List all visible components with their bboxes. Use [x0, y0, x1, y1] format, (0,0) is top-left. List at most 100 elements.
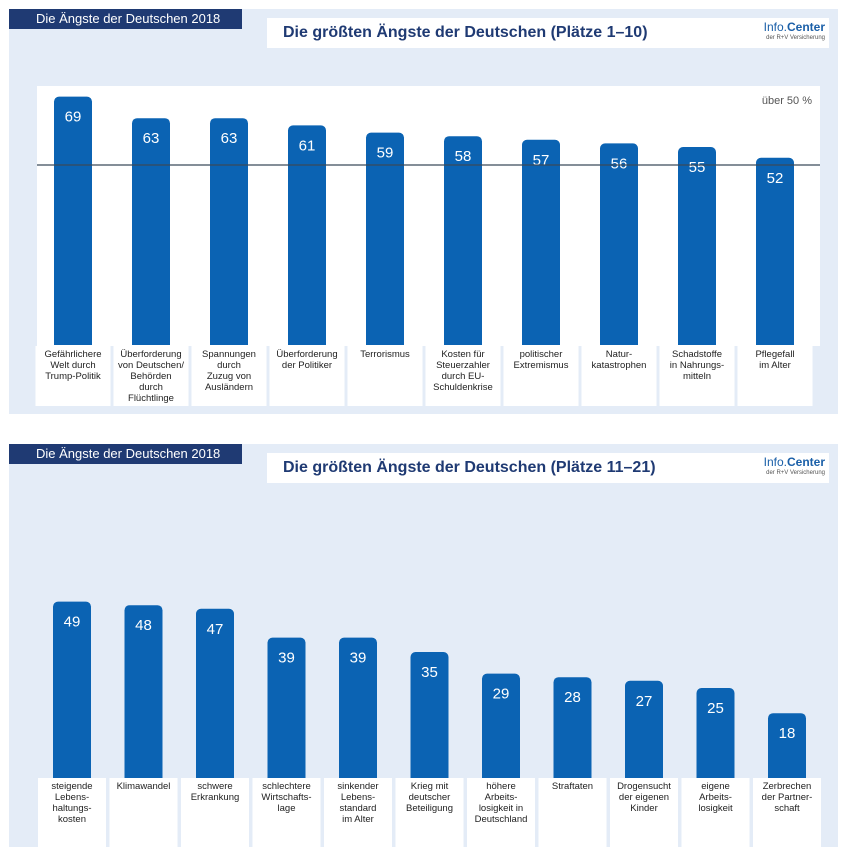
bar-base — [444, 339, 482, 345]
bar-value-label: 63 — [221, 130, 238, 147]
category-label-box — [753, 778, 821, 847]
bar-base — [756, 339, 794, 345]
reference-line-label: über 50 % — [762, 95, 812, 107]
bar — [339, 637, 377, 778]
category-label-box — [113, 346, 189, 406]
category-label-box — [659, 346, 735, 406]
category-label: Schadstoffe in Nahrungs-mitteln — [670, 349, 724, 382]
bar-base — [196, 772, 234, 778]
title-bar: Die größten Ängste der Deutschen (Plätze… — [267, 18, 829, 48]
category-label-box — [538, 778, 607, 847]
category-label: höhere Arbeits-losigkeit in Deutschland — [475, 781, 528, 825]
bar — [553, 677, 592, 778]
category-label: Überforderung von Deutschen/Behörden durch… — [118, 349, 184, 404]
category-label: Klimawandel — [117, 781, 171, 792]
bar — [210, 118, 248, 345]
bar-value-label: 47 — [207, 621, 224, 638]
bar-value-label: 25 — [707, 700, 724, 717]
bar-base — [625, 772, 663, 778]
bar — [196, 608, 234, 778]
bar-value-label: 49 — [64, 614, 81, 631]
brand-subtitle: der R+V Versicherung — [766, 470, 825, 476]
category-label-box — [35, 346, 111, 406]
bar-base — [54, 339, 92, 345]
category-label: schwere Erkrankung — [191, 781, 240, 803]
bar-base — [339, 772, 377, 778]
bar-base — [696, 772, 735, 778]
bar-base — [522, 339, 560, 345]
category-label: eigene Arbeits-losigkeit — [698, 781, 733, 814]
bar-value-label: 39 — [350, 650, 367, 667]
bar — [482, 673, 520, 778]
bar-value-label: 63 — [143, 130, 160, 147]
category-label: Drogensucht der eigenen Kinder — [617, 781, 671, 814]
brand-logo: Info.Center der R+V Versicherung — [764, 455, 825, 476]
bar — [768, 713, 806, 778]
category-label: Straftaten — [552, 781, 593, 792]
bar-base — [366, 339, 404, 345]
bar-value-label: 29 — [493, 686, 510, 703]
bar-value-label: 58 — [455, 148, 472, 165]
bar-base — [210, 339, 248, 345]
bar-value-label: 48 — [135, 617, 152, 634]
category-label-box — [610, 778, 678, 847]
category-label: Überforderung der Politiker — [276, 349, 337, 371]
bar-base — [482, 772, 520, 778]
bar-chart-1: Gefährlichere Welt durch Trump-Politik Über… — [35, 86, 820, 406]
bar — [522, 139, 560, 345]
bar-base — [267, 772, 306, 778]
category-label: steigende Lebens-haltungs-kosten — [51, 781, 92, 825]
bar — [132, 118, 170, 345]
bar — [54, 96, 92, 345]
category-label-box — [109, 778, 178, 847]
category-label-box — [191, 346, 267, 406]
bar — [444, 136, 482, 345]
category-label-box — [395, 778, 464, 847]
chart-panel-2: Die Ängste der Deutschen 2018 Die größte… — [9, 444, 838, 847]
brand-logo: Info.Center der R+V Versicherung — [764, 20, 825, 41]
category-label-box — [681, 778, 750, 847]
category-label: Spannungen durch Zuzug von Ausländern — [202, 349, 256, 393]
chart-panel-1: Die Ängste der Deutschen 2018 Die größte… — [9, 9, 838, 414]
category-label: Pflegefall im Alter — [755, 349, 794, 371]
bar-value-label: 56 — [611, 155, 628, 172]
bar-value-label: 61 — [299, 137, 316, 154]
category-label-box — [324, 778, 392, 847]
bar-value-label: 35 — [421, 664, 438, 681]
category-label-box — [38, 778, 106, 847]
bar-base — [768, 772, 806, 778]
category-label: Krieg mit deutscher Beteiligung — [406, 781, 453, 814]
category-label-box — [503, 346, 579, 406]
bar-value-label: 27 — [636, 693, 653, 710]
chart-tag: Die Ängste der Deutschen 2018 — [9, 9, 243, 29]
category-label: politischer Extremismus — [514, 349, 569, 371]
category-label: schlechtere Wirtschafts-lage — [261, 781, 311, 814]
bar — [678, 147, 716, 345]
chart-tag: Die Ängste der Deutschen 2018 — [9, 444, 243, 464]
bar-chart-2: steigende Lebens-haltungs-kosten Klimawand… — [38, 601, 821, 847]
category-label: Terrorismus — [360, 349, 410, 360]
category-label: Gefährlichere Welt durch Trump-Politik — [44, 349, 101, 382]
brand-subtitle: der R+V Versicherung — [766, 35, 825, 41]
category-label-box — [347, 346, 423, 406]
bar-base — [132, 339, 170, 345]
chart-title: Die größten Ängste der Deutschen (Plätze… — [283, 459, 656, 476]
bar — [696, 688, 735, 778]
bar-base — [288, 339, 326, 345]
category-label-box — [425, 346, 501, 406]
bar — [124, 605, 163, 778]
chart-title: Die größten Ängste der Deutschen (Plätze… — [283, 24, 648, 41]
category-label-box — [181, 778, 249, 847]
category-label-box — [581, 346, 657, 406]
bar-value-label: 28 — [564, 689, 581, 706]
brand-name-a: Info. — [763, 455, 787, 469]
bar-value-label: 69 — [65, 109, 82, 126]
bar-value-label: 52 — [767, 170, 784, 187]
category-label-box — [269, 346, 345, 406]
bar-base — [678, 339, 716, 345]
category-label-box — [737, 346, 813, 406]
bar-value-label: 39 — [278, 650, 295, 667]
category-label: sinkender Lebens-standard im Alter — [337, 781, 378, 825]
category-label: Zerbrechen der Partner-schaft — [762, 781, 813, 814]
brand-name-b: Center — [786, 455, 825, 469]
